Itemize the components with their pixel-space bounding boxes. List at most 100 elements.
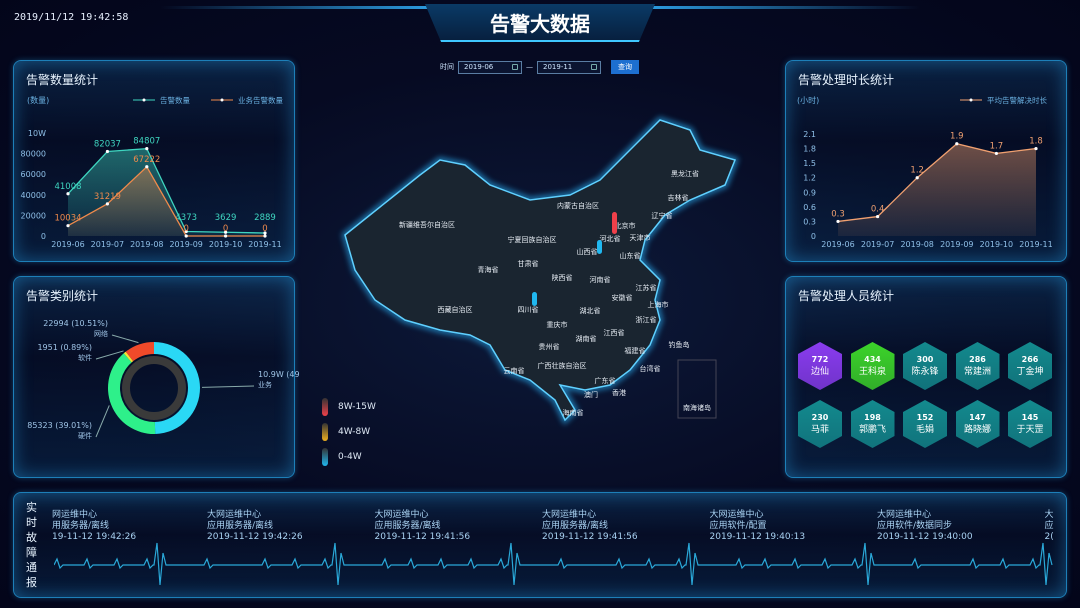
panel-title: 告警处理人员统计 — [798, 289, 895, 303]
slice-value-label: 1951 (0.89%) — [37, 343, 92, 352]
data-point — [994, 151, 998, 156]
fault-item[interactable]: 大网运维中心 应用软件/配置 2019-11-12 19:40:13 — [710, 510, 806, 543]
fault-feed-panel — [13, 492, 1067, 598]
staff-name: 边仙 — [810, 367, 829, 377]
x-tick-label: 2019-10 — [209, 240, 242, 249]
duration-chart: (小时) 0 0.3 0.6 0.9 1.2 1.5 1.8 2.1 2019-06 2019-07… — [797, 95, 1053, 249]
fault-item[interactable]: 大应 2( — [1045, 510, 1054, 543]
province-label: 天津市 — [630, 233, 651, 242]
alarm-count-chart: (数量) 0 20000 40000 60000 80000 10W 2019-06 2019-… — [21, 95, 284, 249]
province-label: 香港 — [612, 388, 626, 397]
data-point — [184, 234, 188, 238]
data-point — [263, 231, 267, 235]
y-tick-label: 60000 — [21, 170, 46, 179]
data-label: 1.9 — [950, 132, 964, 142]
y-tick-label: 1.2 — [803, 174, 816, 183]
fault-center: 大网运维中心 — [542, 510, 597, 520]
end-date-input[interactable]: 2019-11 — [537, 60, 601, 74]
x-tick-label: 2019-08 — [900, 240, 933, 249]
y-tick-label: 1.8 — [803, 145, 816, 154]
data-label: 67222 — [133, 155, 160, 165]
fault-center: 网运维中心 — [52, 510, 98, 520]
y-tick-label: 2.1 — [803, 130, 816, 139]
feed-title: 实时故障通报 — [26, 501, 37, 589]
x-tick-label: 2019-11 — [1019, 240, 1052, 249]
province-label: 湖北省 — [580, 306, 601, 315]
fault-item[interactable]: 大网运维中心 应用服务器/离线 2019-11-12 19:42:26 — [207, 510, 303, 543]
province-label: 湖南省 — [576, 334, 597, 343]
x-tick-label: 2019-07 — [91, 240, 124, 249]
donut-slice — [125, 342, 154, 362]
fault-item[interactable]: 大网运维中心 应用服务器/离线 2019-11-12 19:41:56 — [375, 510, 471, 543]
alarm-count-panel: 告警数量统计 — [13, 60, 295, 262]
legend-label: 平均告警解决时长 — [987, 95, 1047, 105]
x-tick-label: 2019-09 — [940, 240, 973, 249]
slice-value-label: 10.9W (49.59%) — [258, 370, 300, 379]
data-label: 31219 — [94, 192, 121, 202]
province-label: 台湾省 — [640, 364, 661, 373]
province-label: 辽宁省 — [652, 211, 673, 220]
staff-name: 常建洲 — [963, 367, 991, 377]
series-line — [67, 147, 266, 234]
staff-name: 丁金坤 — [1016, 367, 1044, 377]
data-label: 0.3 — [831, 209, 845, 219]
staff-name: 毛娟 — [915, 425, 934, 435]
data-point — [66, 192, 70, 196]
legend-label: 业务告警数量 — [238, 95, 283, 105]
data-point — [836, 219, 840, 224]
fault-item[interactable]: 网运维中心 用服务器/离线 19-11-12 19:42:26 — [52, 510, 136, 543]
data-label: 84807 — [133, 137, 160, 147]
fault-center: 大网运维中心 — [877, 510, 932, 520]
province-label: 西藏自治区 — [438, 305, 473, 314]
staff-count: 266 — [1021, 355, 1039, 364]
page-title: 告警大数据 — [425, 4, 655, 42]
fault-type: 应用软件/配置 — [709, 521, 767, 531]
province-label: 四川省 — [518, 305, 539, 314]
data-label: 0 — [223, 224, 228, 234]
fault-type: 用服务器/离线 — [52, 521, 110, 531]
staff-count: 145 — [1021, 413, 1039, 422]
data-label: 0 — [262, 224, 267, 234]
legend-swatch — [322, 398, 328, 416]
start-date-value: 2019-06 — [464, 63, 494, 71]
legend-label: 4W-8W — [338, 427, 371, 437]
legend-label: 0-4W — [338, 452, 362, 462]
x-tick-label: 2019-06 — [51, 240, 84, 249]
province-label: 贵州省 — [539, 342, 560, 351]
staff-name: 王科泉 — [858, 367, 886, 377]
china-outline — [344, 119, 737, 422]
fault-feed-list: 网运维中心 用服务器/离线 19-11-12 19:42:26 大网运维中心 应用服务器… — [0, 492, 1060, 598]
legend-item: 4W-8W — [322, 423, 370, 441]
fault-time: 2019-11-12 19:40:13 — [709, 532, 806, 542]
province-label: 宁夏回族自治区 — [508, 235, 557, 244]
calendar-icon[interactable] — [591, 64, 597, 70]
panel-title: 告警类别统计 — [26, 289, 99, 303]
calendar-icon[interactable] — [512, 64, 518, 70]
province-label: 广东省 — [595, 376, 616, 385]
legend-item: 0-4W — [322, 448, 362, 466]
fault-item[interactable]: 大网运维中心 应用服务器/离线 2019-11-12 19:41:56 — [542, 510, 638, 543]
y-tick-label: 40000 — [21, 191, 46, 200]
slice-value-label: 85323 (39.01%) — [27, 421, 92, 430]
data-point — [66, 224, 70, 228]
slice-name-label: 硬件 — [78, 431, 92, 440]
province-label: 青海省 — [478, 265, 499, 274]
donut-slice — [108, 353, 156, 434]
staff-name: 路晓娜 — [963, 425, 991, 435]
legend-swatch — [322, 423, 328, 441]
legend-swatch — [322, 448, 328, 466]
start-date-input[interactable]: 2019-06 — [458, 60, 522, 74]
province-label: 重庆市 — [547, 320, 568, 329]
panel-title: 告警数量统计 — [26, 73, 99, 87]
panel-title: 告警处理时长统计 — [798, 73, 895, 87]
fault-item[interactable]: 大网运维中心 应用软件/数据同步 2019-11-12 19:40:00 — [877, 510, 973, 543]
date-filter: 时间 2019-06 — 2019-11 查询 — [440, 60, 639, 74]
staff-count: 147 — [969, 413, 986, 422]
data-label: 3629 — [215, 213, 237, 223]
query-button[interactable]: 查询 — [611, 60, 639, 74]
legend-marker — [969, 98, 973, 102]
fault-type: 应用服务器/离线 — [207, 521, 274, 531]
province-label: 澳门 — [584, 390, 598, 399]
x-tick-label: 2019-09 — [169, 240, 202, 249]
data-label: 1.8 — [1029, 137, 1043, 147]
